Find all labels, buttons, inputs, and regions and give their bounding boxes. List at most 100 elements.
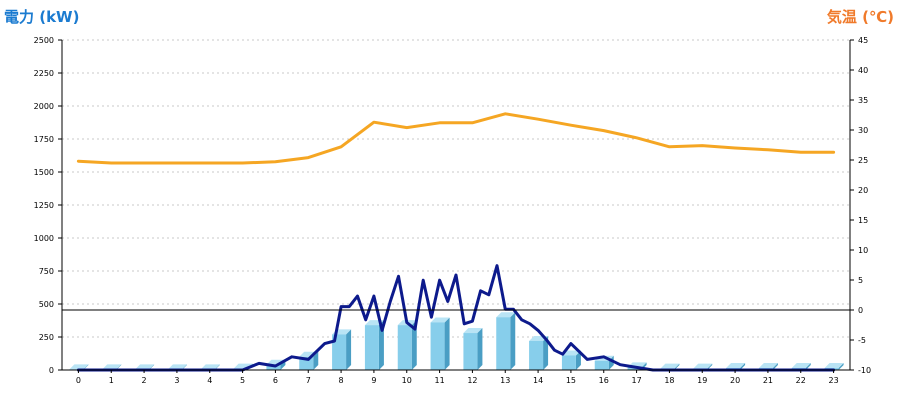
x-tick-label: 22 bbox=[796, 376, 806, 385]
x-tick-label: 16 bbox=[599, 376, 609, 385]
bar bbox=[397, 320, 417, 370]
right-tick-label: 0 bbox=[858, 306, 863, 315]
left-tick-label: 0 bbox=[49, 366, 54, 375]
bar-top bbox=[135, 364, 155, 370]
x-tick-label: 14 bbox=[533, 376, 543, 385]
x-tick-label: 18 bbox=[664, 376, 674, 385]
x-tick-label: 5 bbox=[240, 376, 245, 385]
bar-front bbox=[397, 325, 412, 370]
x-tick-label: 0 bbox=[76, 376, 81, 385]
bar bbox=[496, 312, 516, 370]
right-tick-labels: -10 -5 0 5 10 15 20 25 30 35 40 45 bbox=[858, 36, 871, 375]
x-tick-label: 2 bbox=[142, 376, 147, 385]
bar-front bbox=[299, 356, 314, 370]
right-tick-label: -10 bbox=[858, 366, 871, 375]
x-tick-label: 8 bbox=[339, 376, 344, 385]
right-tick-label: 5 bbox=[858, 276, 863, 285]
x-tick-label: 23 bbox=[828, 376, 838, 385]
bar bbox=[561, 350, 581, 370]
bar-side bbox=[411, 320, 417, 370]
x-tick-label: 21 bbox=[763, 376, 773, 385]
left-tick-label: 750 bbox=[39, 267, 54, 276]
bar-top bbox=[200, 364, 220, 370]
left-tick-label: 250 bbox=[39, 333, 54, 342]
bar-side bbox=[543, 335, 549, 370]
bar-side bbox=[608, 355, 614, 370]
series-lines bbox=[76, 112, 836, 372]
right-tick-label: -5 bbox=[858, 336, 866, 345]
bar-side bbox=[510, 312, 516, 370]
bar bbox=[463, 328, 483, 370]
power-bars bbox=[69, 312, 844, 371]
bar-top bbox=[102, 364, 122, 370]
right-axis-title: 気温 (℃) bbox=[826, 8, 894, 26]
right-tick-label: 40 bbox=[858, 66, 868, 75]
x-tick-label: 20 bbox=[730, 376, 740, 385]
x-tick-label: 6 bbox=[273, 376, 278, 385]
left-tick-label: 2500 bbox=[34, 36, 54, 45]
bar-top bbox=[693, 363, 713, 369]
left-tick-label: 1500 bbox=[34, 168, 54, 177]
bar-side bbox=[674, 363, 680, 370]
bar-front bbox=[332, 334, 347, 370]
bar-side bbox=[444, 317, 450, 370]
bar-front bbox=[266, 364, 281, 370]
bar-top bbox=[726, 363, 746, 369]
bar-side bbox=[805, 363, 811, 370]
bar-front bbox=[529, 340, 544, 370]
left-tick-label: 500 bbox=[39, 300, 54, 309]
x-tick-label: 1 bbox=[109, 376, 114, 385]
bar bbox=[529, 335, 549, 370]
left-tick-labels: 0 250 500 750 1000 1250 1500 1750 2000 2250 2500 bbox=[34, 36, 54, 375]
bar-side bbox=[707, 363, 713, 370]
x-tick-label: 7 bbox=[306, 376, 311, 385]
x-tick-label: 3 bbox=[174, 376, 179, 385]
left-tick-label: 1750 bbox=[34, 135, 54, 144]
x-tick-labels: 0 1 2 3 4 5 6 7 8 9 10 11 12 13 14 15 16 17 18 19 20 21 22 23 bbox=[76, 376, 839, 385]
bar-side bbox=[346, 329, 352, 370]
bar-side bbox=[313, 351, 319, 370]
right-tick-label: 35 bbox=[858, 96, 868, 105]
bar-top bbox=[69, 364, 89, 370]
bar-top bbox=[430, 317, 450, 323]
left-tick-label: 2250 bbox=[34, 69, 54, 78]
right-tick-label: 25 bbox=[858, 156, 868, 165]
right-tick-label: 15 bbox=[858, 216, 868, 225]
x-tick-label: 12 bbox=[467, 376, 477, 385]
grid-lines bbox=[62, 39, 850, 338]
bar-side bbox=[477, 328, 483, 370]
bar-side bbox=[575, 350, 581, 370]
x-tick-label: 9 bbox=[371, 376, 376, 385]
bar-top bbox=[791, 363, 811, 369]
x-tick-label: 4 bbox=[207, 376, 212, 385]
bar-top bbox=[561, 350, 581, 356]
bar-front bbox=[627, 367, 642, 370]
bar bbox=[364, 320, 384, 370]
left-tick-label: 1000 bbox=[34, 234, 54, 243]
bar-top bbox=[463, 328, 483, 334]
x-tick-label: 13 bbox=[500, 376, 510, 385]
bar-side bbox=[772, 363, 778, 370]
bar bbox=[430, 317, 450, 370]
left-tick-label: 2000 bbox=[34, 102, 54, 111]
bar-side bbox=[740, 363, 746, 370]
bar-top bbox=[660, 363, 680, 369]
bar-front bbox=[496, 317, 511, 370]
left-tick-label: 1250 bbox=[34, 201, 54, 210]
bar-front bbox=[594, 360, 609, 370]
temperature-line bbox=[76, 112, 836, 165]
right-tick-label: 20 bbox=[858, 186, 868, 195]
bar-front bbox=[364, 325, 379, 370]
right-tick-label: 10 bbox=[858, 246, 868, 255]
axes bbox=[58, 39, 854, 373]
bar-top bbox=[496, 312, 516, 318]
x-tick-label: 19 bbox=[697, 376, 707, 385]
bar-front bbox=[430, 322, 445, 370]
bar-side bbox=[838, 363, 844, 370]
right-tick-label: 45 bbox=[858, 36, 868, 45]
x-tick-label: 10 bbox=[402, 376, 412, 385]
x-tick-label: 11 bbox=[434, 376, 444, 385]
bar-side bbox=[378, 320, 384, 370]
bar-top bbox=[824, 363, 844, 369]
